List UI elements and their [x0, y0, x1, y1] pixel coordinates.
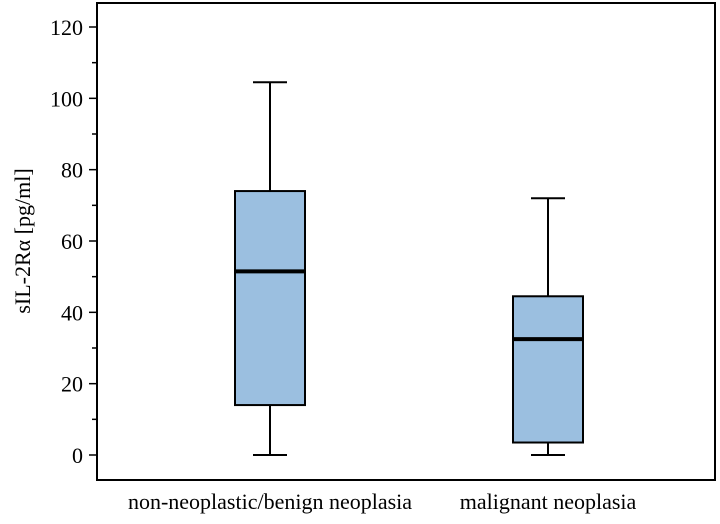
box-group — [512, 197, 584, 456]
iqr-box — [234, 190, 306, 407]
y-tick-label: 100 — [50, 86, 83, 111]
box-group — [234, 81, 306, 456]
y-tick-label: 40 — [61, 300, 83, 325]
y-tick-label: 120 — [50, 15, 83, 40]
boxes-layer — [234, 81, 584, 456]
y-tick-label: 20 — [61, 372, 83, 397]
y-tick-label: 80 — [61, 158, 83, 183]
y-tick-label: 0 — [72, 443, 83, 468]
x-category-label: non-neoplastic/benign neoplasia — [128, 489, 412, 514]
x-axis-labels: non-neoplastic/benign neoplasia malignant… — [128, 489, 637, 514]
plot-frame — [96, 2, 716, 481]
y-tick-label: 60 — [61, 229, 83, 254]
x-category-label: malignant neoplasia — [460, 489, 637, 514]
iqr-box — [512, 295, 584, 444]
y-axis-title: sIL-2Rα [pg/ml] — [10, 168, 35, 313]
y-axis: 0 20 40 60 80 100 120 — [50, 15, 97, 468]
